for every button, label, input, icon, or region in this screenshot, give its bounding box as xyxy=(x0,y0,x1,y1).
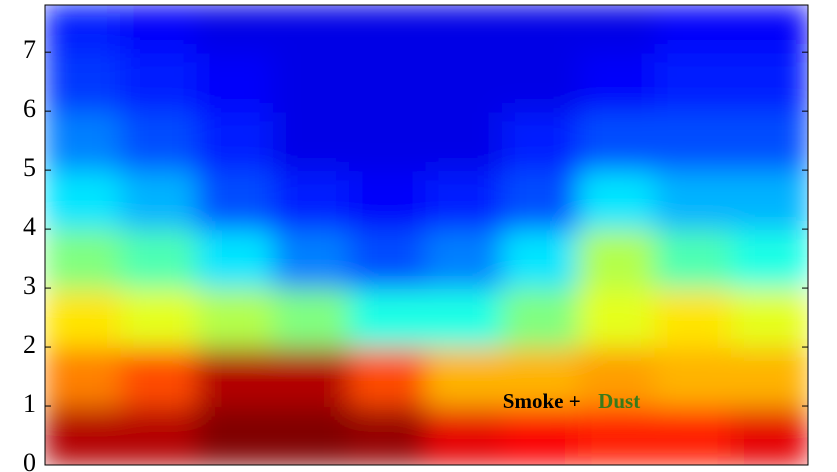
heatmap-cell xyxy=(120,228,199,290)
heatmap-cell xyxy=(349,346,428,408)
y-tick-label: 7 xyxy=(23,35,36,64)
heatmap-cell xyxy=(654,405,733,465)
heatmap-cell xyxy=(501,169,581,231)
heatmap xyxy=(45,5,808,465)
heatmap-cell xyxy=(578,287,657,349)
heatmap-cell xyxy=(196,405,275,465)
annotation: Dust xyxy=(598,389,640,413)
heatmap-cell xyxy=(272,405,352,465)
plot-frame xyxy=(44,4,809,466)
heatmap-cell xyxy=(654,110,733,172)
heatmap-cell xyxy=(654,5,733,54)
heatmap-cell xyxy=(349,169,428,231)
y-tick-label: 3 xyxy=(23,271,36,300)
heatmap-cell xyxy=(349,405,428,465)
heatmap-cell xyxy=(45,51,123,113)
heatmap-cell xyxy=(654,51,733,113)
heatmap-cell xyxy=(578,5,657,54)
heatmap-cell xyxy=(578,346,657,408)
heatmap-cell xyxy=(501,5,581,54)
heatmap-cell xyxy=(730,110,808,172)
heatmap-cell xyxy=(578,51,657,113)
heatmap-cell xyxy=(349,51,428,113)
heatmap-cell xyxy=(349,228,428,290)
heatmap-cell xyxy=(349,110,428,172)
heatmap-cell xyxy=(425,51,504,113)
heatmap-cell xyxy=(578,110,657,172)
heatmap-cell xyxy=(196,169,275,231)
heatmap-cell xyxy=(730,228,808,290)
heatmap-cell xyxy=(425,169,504,231)
heatmap-cell xyxy=(349,5,428,54)
heatmap-cell xyxy=(349,287,428,349)
heatmap-cell xyxy=(120,5,199,54)
heatmap-cell xyxy=(730,346,808,408)
y-tick-label: 5 xyxy=(23,153,36,182)
heatmap-cell xyxy=(501,228,581,290)
heatmap-cell xyxy=(730,405,808,465)
heatmap-cell xyxy=(501,346,581,408)
heatmap-cell xyxy=(272,169,352,231)
heatmap-cell xyxy=(45,5,123,54)
heatmap-cell xyxy=(578,169,657,231)
heatmap-cell xyxy=(501,287,581,349)
heatmap-cell xyxy=(45,228,123,290)
heatmap-cell xyxy=(272,228,352,290)
heatmap-cell xyxy=(120,169,199,231)
heatmap-cell xyxy=(120,110,199,172)
heatmap-cell xyxy=(425,228,504,290)
heatmap-cell xyxy=(730,169,808,231)
y-tick-label: 0 xyxy=(23,448,36,472)
heatmap-cell xyxy=(196,287,275,349)
heatmap-cell xyxy=(501,51,581,113)
annotation: Smoke + xyxy=(503,389,581,413)
heatmap-cell xyxy=(120,287,199,349)
heatmap-cell xyxy=(578,228,657,290)
heatmap-cell xyxy=(45,287,123,349)
heatmap-cell xyxy=(272,287,352,349)
heatmap-cell xyxy=(654,346,733,408)
heatmap-cell xyxy=(654,228,733,290)
y-tick-label: 6 xyxy=(23,94,36,123)
heatmap-cell xyxy=(272,5,352,54)
heatmap-cell xyxy=(272,110,352,172)
heatmap-cell xyxy=(501,110,581,172)
heatmap-cell xyxy=(501,405,581,465)
heatmap-cell xyxy=(196,228,275,290)
heatmap-cell xyxy=(196,5,275,54)
heatmap-cell xyxy=(120,51,199,113)
heatmap-cell xyxy=(425,5,504,54)
heatmap-cell xyxy=(272,51,352,113)
heatmap-cells xyxy=(45,5,808,465)
y-tick-label: 4 xyxy=(23,212,36,241)
heatmap-cell xyxy=(45,169,123,231)
y-tick-label: 2 xyxy=(23,330,36,359)
heatmap-cell xyxy=(45,346,123,408)
heatmap-cell xyxy=(730,287,808,349)
heatmap-cell xyxy=(425,346,504,408)
heatmap-cell xyxy=(196,51,275,113)
heatmap-cell xyxy=(578,405,657,465)
heatmap-cell xyxy=(425,287,504,349)
heatmap-cell xyxy=(654,287,733,349)
heatmap-cell xyxy=(425,405,504,465)
heatmap-cell xyxy=(196,110,275,172)
heatmap-cell xyxy=(45,110,123,172)
heatmap-cell xyxy=(730,5,808,54)
heatmap-cell xyxy=(425,110,504,172)
heatmap-cell xyxy=(654,169,733,231)
heatmap-cell xyxy=(120,405,199,465)
heatmap-cell xyxy=(196,346,275,408)
y-tick-label: 1 xyxy=(23,389,36,418)
heatmap-cell xyxy=(120,346,199,408)
heatmap-cell xyxy=(45,405,123,465)
heatmap-cell xyxy=(730,51,808,113)
heatmap-cell xyxy=(272,346,352,408)
